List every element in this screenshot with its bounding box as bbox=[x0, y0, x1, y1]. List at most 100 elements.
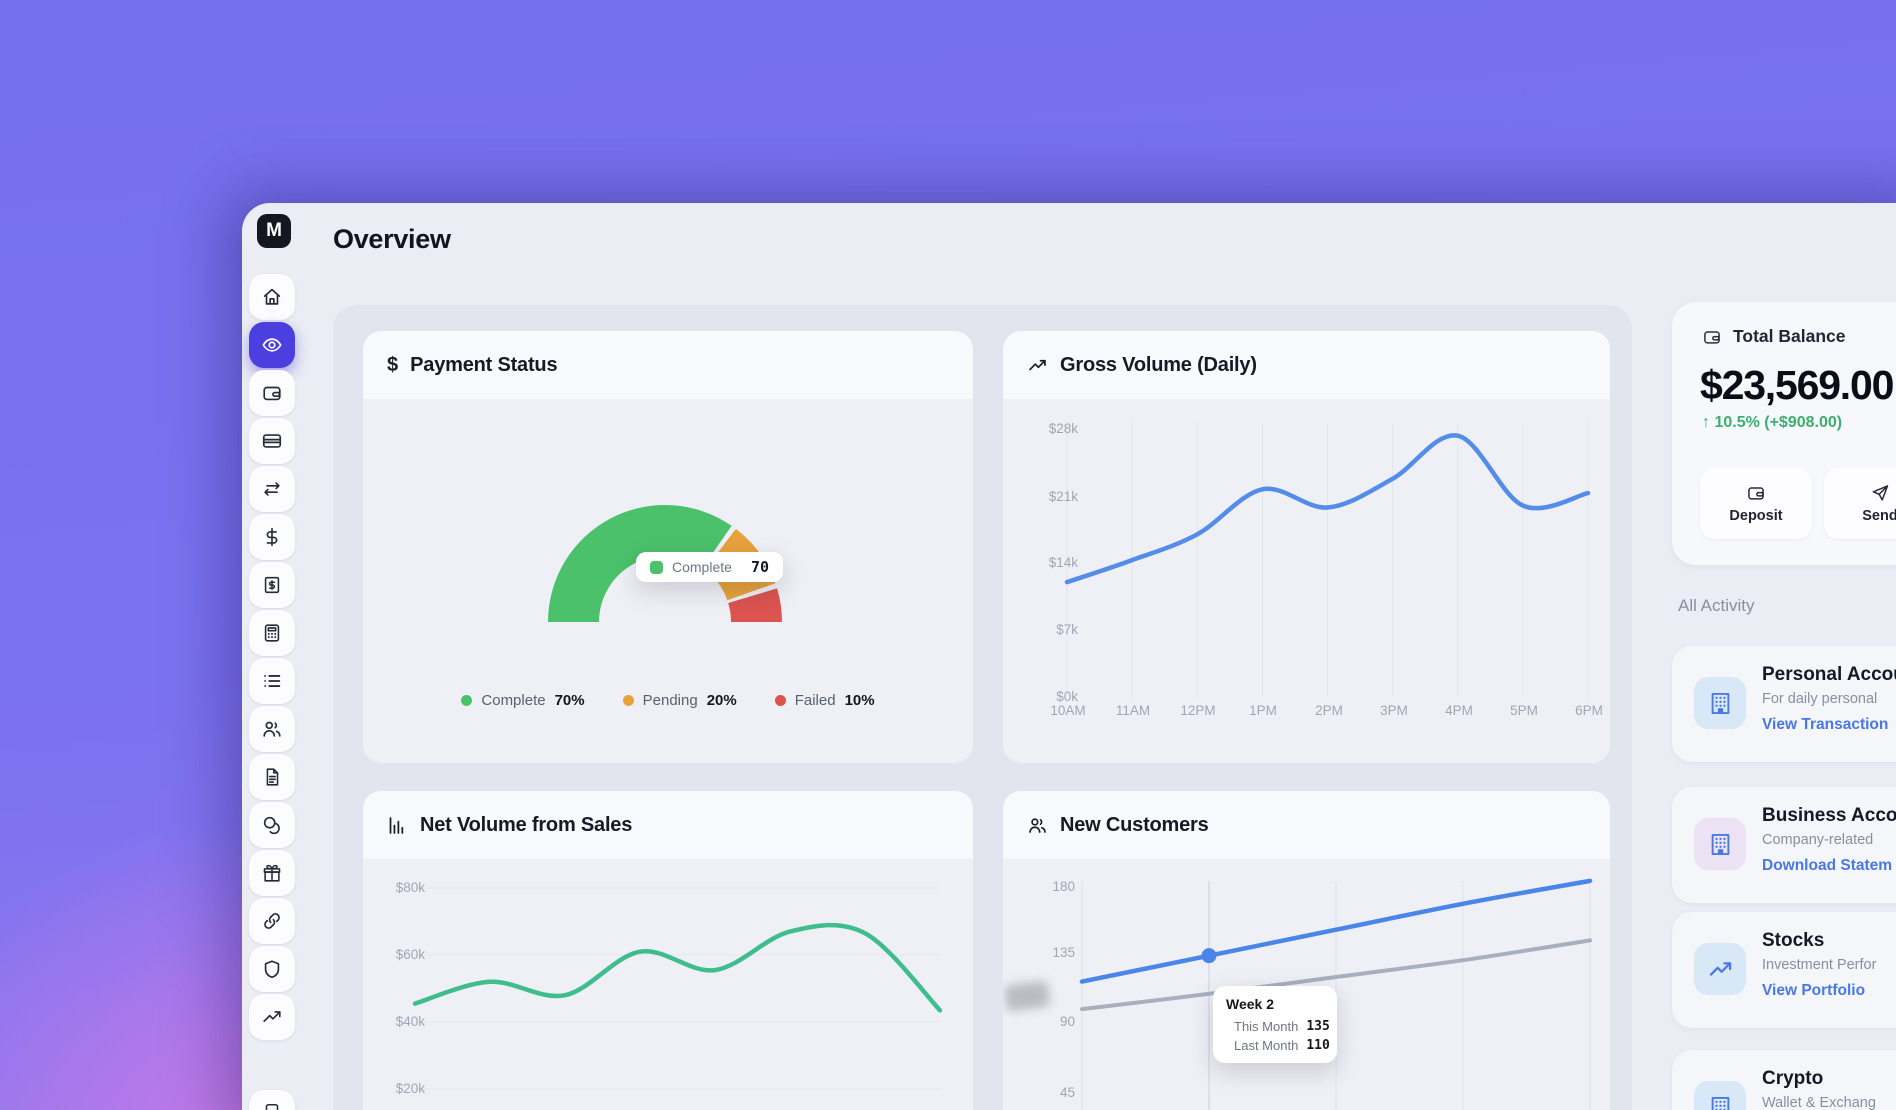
legend-dot-pending bbox=[622, 694, 634, 706]
x-tick: 2PM bbox=[1315, 703, 1343, 718]
sidebar-item-rewards[interactable] bbox=[249, 850, 295, 896]
data-point-marker bbox=[1201, 948, 1217, 964]
sidebar-item-cards[interactable] bbox=[249, 418, 295, 464]
sidebar-item-list[interactable] bbox=[249, 658, 295, 704]
tooltip-row: Last Month 110 bbox=[1234, 1038, 1330, 1053]
x-tick: 12PM bbox=[1180, 703, 1216, 718]
sidebar-item-devices[interactable] bbox=[249, 1090, 295, 1110]
bar-chart-icon bbox=[389, 816, 404, 834]
sidebar-item-security[interactable] bbox=[249, 946, 295, 992]
calculator-icon bbox=[264, 624, 280, 642]
activity-item-business-account[interactable]: Business Accou Company-related Download … bbox=[1672, 787, 1896, 903]
legend-item: Complete 70% bbox=[461, 692, 585, 709]
x-tick: 10AM bbox=[1050, 703, 1086, 718]
sidebar-item-links[interactable] bbox=[249, 898, 295, 944]
dollar-icon: $ bbox=[387, 353, 399, 376]
y-tick: $14k bbox=[1048, 555, 1078, 570]
tooltip-row: This Month 135 bbox=[1234, 1019, 1330, 1034]
dollar-icon bbox=[266, 527, 278, 547]
payment-status-header: $ Payment Status bbox=[363, 331, 973, 399]
home-icon bbox=[263, 288, 281, 305]
activity-item-crypto[interactable]: Crypto Wallet & Exchang bbox=[1672, 1050, 1896, 1110]
sidebar-item-analytics[interactable] bbox=[249, 994, 295, 1040]
swap-arrows-icon bbox=[264, 482, 280, 496]
y-tick: $20k bbox=[395, 1081, 425, 1096]
x-tick: 11AM bbox=[1115, 703, 1151, 718]
y-tick: $21k bbox=[1048, 489, 1078, 504]
card-title: Gross Volume (Daily) bbox=[1060, 353, 1257, 376]
y-tick: $40k bbox=[395, 1014, 425, 1029]
blur-artifact bbox=[1003, 980, 1051, 1012]
activity-title: Business Accou bbox=[1762, 805, 1896, 826]
activity-subtitle: Wallet & Exchang bbox=[1762, 1095, 1876, 1110]
tooltip-label: Complete bbox=[672, 559, 732, 575]
y-tick: 180 bbox=[1052, 879, 1075, 894]
balance-header: Total Balance bbox=[1702, 326, 1846, 347]
sidebar-item-payments[interactable] bbox=[249, 514, 295, 560]
y-tick: $7k bbox=[1056, 622, 1078, 637]
gross-volume-card: Gross Volume (Daily) $28k $21k $14k $7k … bbox=[1003, 331, 1610, 763]
payment-status-card: $ Payment Status Complete 70 Complete 70… bbox=[363, 331, 973, 763]
activity-item-personal-account[interactable]: Personal Accou For daily personal View T… bbox=[1672, 646, 1896, 762]
gross-volume-header: Gross Volume (Daily) bbox=[1003, 331, 1610, 399]
gift-icon bbox=[263, 864, 281, 882]
legend-item: Failed 10% bbox=[774, 692, 875, 709]
sidebar-item-customers[interactable] bbox=[249, 706, 295, 752]
view-transaction-link[interactable]: View Transaction bbox=[1762, 716, 1889, 733]
document-icon bbox=[266, 768, 279, 786]
trending-up-icon bbox=[1029, 359, 1046, 370]
x-tick: 6PM bbox=[1575, 703, 1603, 718]
page-title: Overview bbox=[333, 224, 451, 254]
download-statement-link[interactable]: Download Statem bbox=[1762, 857, 1893, 874]
tooltip-value: 70 bbox=[750, 558, 769, 576]
sidebar-item-calculator[interactable] bbox=[249, 610, 295, 656]
balance-delta: ↑ 10.5% (+$908.00) bbox=[1702, 414, 1843, 431]
legend-item: Pending 20% bbox=[622, 692, 737, 709]
gauge-legend: Complete 70% Pending 20% Failed 10% bbox=[363, 687, 973, 713]
x-tick: 5PM bbox=[1510, 703, 1538, 718]
activity-subtitle: Company-related bbox=[1762, 832, 1874, 848]
legend-dot-failed bbox=[774, 694, 786, 706]
sidebar-item-home[interactable] bbox=[249, 274, 295, 320]
send-icon bbox=[1872, 485, 1889, 501]
device-icon bbox=[265, 1103, 279, 1110]
sidebar-item-wallet[interactable] bbox=[249, 370, 295, 416]
sidebar-item-transfers[interactable] bbox=[249, 466, 295, 512]
y-tick: $28k bbox=[1048, 421, 1078, 436]
sidebar-item-invoices[interactable] bbox=[249, 562, 295, 608]
tooltip-swatch bbox=[650, 560, 663, 574]
trending-up-icon bbox=[263, 1011, 281, 1022]
sidebar-item-coins[interactable] bbox=[249, 802, 295, 848]
balance-label: Total Balance bbox=[1733, 326, 1846, 346]
deposit-button[interactable]: Deposit bbox=[1700, 468, 1812, 539]
all-activity-heading: All Activity bbox=[1678, 596, 1755, 615]
total-balance-card: Total Balance $23,569.00 ↑ 10.5% (+$908.… bbox=[1672, 302, 1896, 565]
wallet-icon bbox=[263, 386, 281, 401]
coins-icon bbox=[263, 816, 280, 835]
list-icon bbox=[264, 675, 281, 687]
activity-subtitle: Investment Perfor bbox=[1762, 957, 1877, 973]
view-portfolio-link[interactable]: View Portfolio bbox=[1762, 982, 1866, 999]
card-title: Payment Status bbox=[410, 353, 558, 376]
send-button[interactable]: Send bbox=[1824, 468, 1896, 539]
y-tick: 135 bbox=[1052, 945, 1075, 960]
trending-up-icon bbox=[1694, 943, 1746, 995]
activity-subtitle: For daily personal bbox=[1762, 691, 1878, 707]
gauge-tooltip: Complete 70 bbox=[636, 552, 783, 582]
wallet-icon bbox=[1748, 487, 1764, 500]
sidebar-item-overview[interactable] bbox=[249, 322, 295, 368]
balance-amount: $23,569.00 bbox=[1700, 362, 1894, 408]
activity-title: Stocks bbox=[1762, 930, 1825, 951]
chart-tooltip: Week 2 This Month 135 Last Month 110 bbox=[1213, 986, 1337, 1063]
new-customers-card: New Customers 180 135 90 45 Week 2 This … bbox=[1003, 791, 1610, 1110]
x-tick: 3PM bbox=[1380, 703, 1408, 718]
invoice-dollar-icon bbox=[264, 576, 280, 594]
y-tick: $0k bbox=[1056, 689, 1078, 704]
y-tick: $80k bbox=[395, 880, 425, 895]
activity-item-stocks[interactable]: Stocks Investment Perfor View Portfolio bbox=[1672, 912, 1896, 1028]
card-title: Net Volume from Sales bbox=[420, 813, 633, 836]
activity-title: Personal Accou bbox=[1762, 664, 1896, 685]
building-icon bbox=[1694, 818, 1746, 870]
sidebar-item-documents[interactable] bbox=[249, 754, 295, 800]
